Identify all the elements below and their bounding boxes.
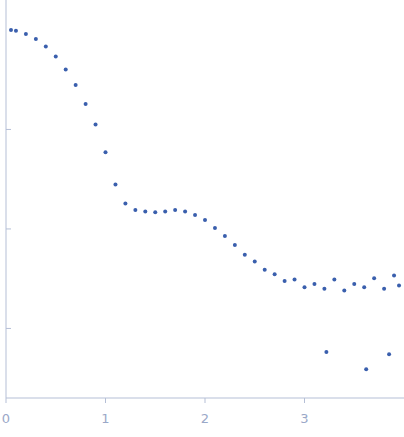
point [64,68,68,72]
point [322,287,326,291]
point [372,276,376,280]
chart: 0 1 2 3 [0,0,404,437]
point [364,367,368,371]
point [113,182,117,186]
point [387,352,391,356]
x-tick-label: 3 [300,411,308,426]
y-tick [6,228,11,229]
point [324,350,328,354]
point [273,272,277,276]
point [213,226,217,230]
x-tick [205,398,206,403]
point [283,279,287,283]
point [104,150,108,154]
point [183,209,187,213]
point [9,28,13,32]
point [173,208,177,212]
point [74,83,78,87]
point [293,278,297,282]
y-tick [6,129,11,130]
x-tick [105,398,106,403]
point [44,45,48,49]
point [203,218,207,222]
point [133,208,137,212]
point [382,287,386,291]
x-tick-label: 1 [101,411,109,426]
y-axis [6,0,7,398]
point [332,278,336,282]
point [362,285,366,289]
point [397,284,401,288]
point [123,202,127,206]
point [233,243,237,247]
x-tick-label: 0 [2,411,10,426]
y-tick [6,328,11,329]
point [342,289,346,293]
point [253,260,257,264]
point [34,37,38,41]
point [14,29,18,33]
point [24,32,28,36]
x-tick-label: 2 [201,411,209,426]
point [223,234,227,238]
point [143,209,147,213]
points [9,28,401,371]
point [94,123,98,127]
point [54,55,58,59]
point [163,209,167,213]
point [243,253,247,257]
point [193,213,197,217]
point [303,285,307,289]
point [153,210,157,214]
point [312,282,316,286]
point [392,274,396,278]
x-tick [304,398,305,403]
point [84,102,88,106]
x-tick [6,398,7,403]
point [263,268,267,272]
point [352,282,356,286]
